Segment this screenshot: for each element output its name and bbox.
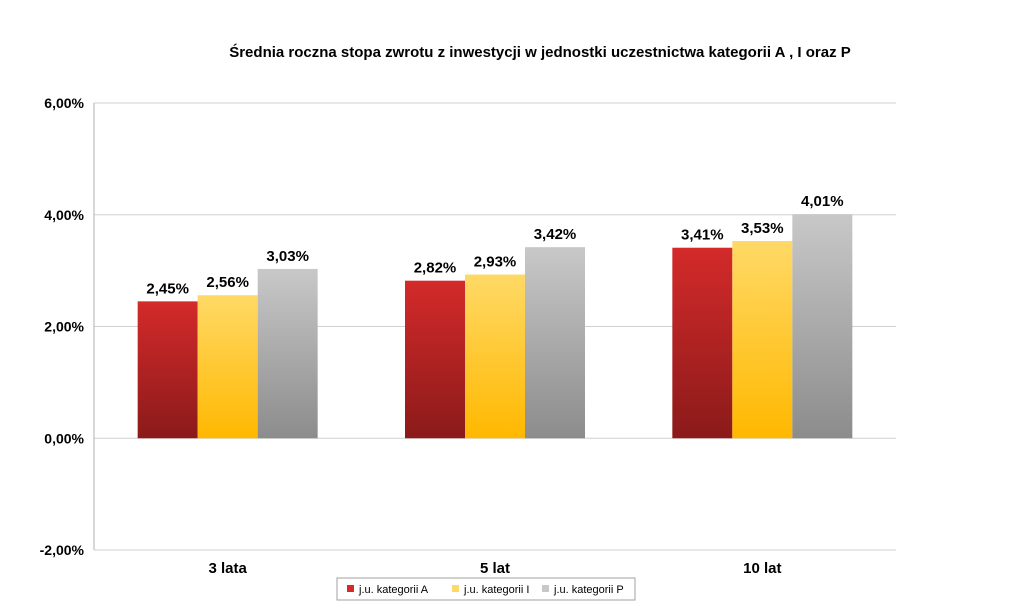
y-tick-label: 6,00% [44,95,84,111]
category-label: 3 lata [208,560,247,577]
bar [197,295,258,439]
legend: j.u. kategorii A j.u. kategorii I j.u. kat… [336,577,636,601]
data-label: 3,42% [534,226,577,243]
bar [525,247,585,439]
data-label: 2,56% [206,274,249,291]
bar [137,301,198,439]
legend-swatch [542,585,549,592]
legend-swatch [347,585,354,592]
bar [465,274,525,439]
chart-title: Średnia roczna stopa zwrotu z inwestycji… [229,43,851,61]
data-label: 4,01% [801,193,844,210]
bar [732,241,793,439]
legend-swatch [452,585,459,592]
legend-entry: j.u. kategorii A [358,584,429,596]
y-tick-label: 4,00% [44,207,84,223]
legend-box [336,577,636,601]
y-tick-label: 0,00% [44,430,84,446]
bar [405,280,465,439]
data-label: 2,45% [146,280,189,297]
category-label: 5 lat [480,560,510,577]
data-label: 3,53% [741,220,784,237]
data-label: 3,41% [681,227,724,244]
bar [257,268,318,439]
y-axis: 6,00% 4,00% 2,00% 0,00% -2,00% 3 lata 5 lat 10 … [40,95,782,577]
data-label: 2,93% [474,254,517,271]
bar [672,247,733,439]
data-label: 2,82% [414,260,457,277]
y-tick-label: -2,00% [40,542,85,558]
bar [792,214,853,439]
bars: 2,45% 2,56% 3,03% 2,82% 2,93% 3,42% 3,41% 3,53%… [137,193,853,439]
data-label: 3,03% [266,248,309,265]
category-label: 10 lat [743,560,781,577]
y-tick-label: 2,00% [44,319,84,335]
legend-entry: j.u. kategorii P [553,584,624,596]
legend-entry: j.u. kategorii I [463,584,529,596]
